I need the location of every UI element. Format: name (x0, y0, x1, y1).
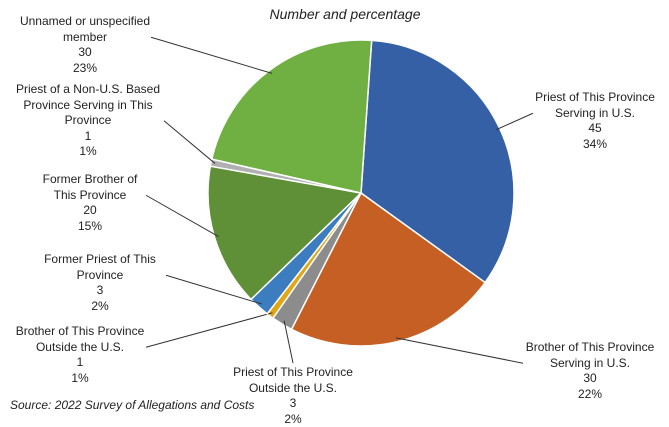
slice-label: Priest of a Non-U.S. Based Province Servi… (15, 82, 161, 158)
leader-line (395, 337, 524, 364)
leader-line (150, 36, 273, 74)
slice-label: Priest of This Province Serving in U.S. 45… (535, 90, 655, 151)
leader-line (163, 120, 216, 164)
chart-title: Number and percentage (269, 6, 421, 22)
leader-line (495, 112, 534, 131)
chart-source: Source: 2022 Survey of Allegations and C… (10, 398, 255, 412)
pie-slice (290, 191, 487, 347)
pie-slice (210, 39, 373, 194)
slice-label: Brother of This Province Outside the U.S.… (15, 324, 145, 385)
leader-line (145, 194, 219, 237)
slice-label: Former Priest of This Province 3 2% (44, 252, 156, 313)
pie-slice (207, 165, 363, 301)
leader-line (165, 274, 262, 305)
leader-line (283, 320, 294, 364)
slice-label: Former Brother of This Province 20 15% (42, 172, 138, 233)
leader-line (145, 312, 273, 348)
slice-label: Priest of This Province Outside the U.S. 3… (233, 365, 353, 426)
slice-label: Unnamed or unspecified member 30 23% (19, 14, 151, 75)
slice-label: Brother of This Province Serving in U.S. 3… (525, 340, 655, 401)
